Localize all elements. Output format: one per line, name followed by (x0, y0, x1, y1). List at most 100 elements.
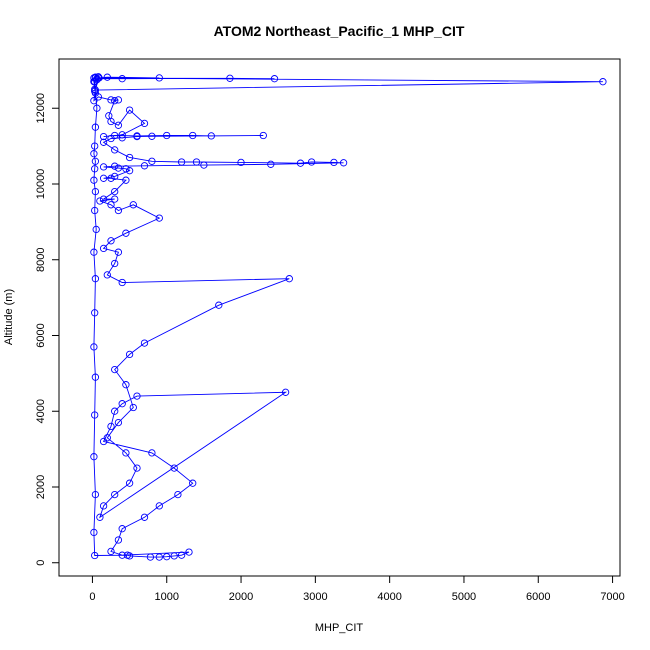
data-point (94, 74, 103, 82)
data-point (118, 551, 126, 559)
data-point (107, 201, 115, 209)
data-point (91, 411, 99, 419)
data-point (99, 195, 108, 203)
data-point (125, 153, 134, 162)
x-axis: 0 1000 2000 3000 4000 5000 6000 7000 (89, 575, 625, 603)
data-point (91, 86, 100, 94)
data-point (103, 73, 111, 81)
data-point (155, 553, 163, 561)
data-point (111, 365, 119, 374)
y-tick-label: 12000 (35, 93, 47, 124)
data-point (91, 74, 100, 82)
data-point (140, 513, 149, 521)
data-point (148, 132, 156, 140)
y-tick-label: 2000 (35, 475, 47, 499)
y-axis: 0 2000 4000 6000 8000 10000 12000 (35, 93, 60, 566)
data-point (118, 131, 126, 139)
data-point (99, 174, 108, 182)
data-point (207, 132, 215, 140)
data-point (111, 259, 119, 268)
data-point (148, 157, 156, 165)
data-point (91, 490, 100, 499)
data-point (237, 158, 245, 167)
data-point (133, 132, 141, 141)
data-point (90, 97, 98, 105)
data-point (114, 164, 123, 172)
data-point (103, 271, 111, 279)
data-point (281, 388, 290, 396)
data-point (170, 552, 178, 560)
data-point (91, 187, 100, 196)
data-point (122, 229, 130, 237)
data-point (185, 548, 193, 556)
data-point (125, 106, 134, 114)
data-point (170, 464, 178, 472)
data-point (91, 85, 99, 93)
data-point (177, 158, 186, 166)
data-point (122, 449, 130, 457)
data-point (155, 74, 163, 82)
data-point (155, 214, 163, 222)
data-point (91, 309, 99, 317)
data-point (163, 131, 171, 140)
y-tick-label: 4000 (35, 399, 47, 423)
data-point (599, 78, 607, 86)
data-point (285, 275, 293, 283)
data-point (90, 453, 98, 461)
data-point (91, 142, 99, 150)
data-point (107, 547, 115, 556)
y-axis-label: Altitude (m) (3, 289, 15, 345)
data-point (339, 159, 348, 167)
x-tick-label: 0 (89, 591, 95, 603)
data-point (122, 176, 130, 184)
data-point (123, 551, 132, 559)
data-point (91, 373, 100, 381)
data-point (122, 381, 130, 389)
x-tick-label: 2000 (229, 591, 253, 603)
data-point (174, 490, 182, 499)
x-axis-label: MHP_CIT (315, 622, 364, 634)
data-point (107, 117, 115, 126)
data-point (215, 301, 223, 309)
data-point (125, 479, 134, 487)
data-point (118, 75, 126, 83)
data-point (99, 502, 108, 510)
data-point (140, 119, 149, 128)
data-point (92, 225, 100, 234)
y-tick-label: 6000 (35, 323, 47, 347)
data-point (107, 134, 115, 143)
data-point (111, 490, 119, 499)
data-point (93, 104, 101, 112)
data-point (90, 343, 98, 351)
data-point (90, 150, 98, 158)
x-tick-label: 6000 (526, 591, 550, 603)
data-point (133, 392, 141, 400)
data-point (118, 134, 126, 142)
data-point (91, 89, 100, 97)
data-point (330, 158, 338, 167)
data-point (111, 195, 119, 203)
data-point (91, 157, 100, 165)
data-point (91, 275, 100, 283)
data-point (189, 131, 197, 140)
data-point (192, 158, 201, 166)
data-point (90, 528, 98, 537)
x-tick-label: 3000 (303, 591, 327, 603)
data-point (99, 163, 108, 171)
data-point (91, 123, 100, 131)
data-point (90, 248, 98, 256)
data-point (91, 551, 99, 560)
data-point (200, 161, 208, 169)
data-point (267, 160, 275, 168)
x-tick-label: 7000 (600, 591, 624, 603)
series-line-0 (92, 76, 603, 558)
data-point (226, 74, 234, 82)
y-tick-label: 8000 (35, 247, 47, 271)
data-point (96, 197, 104, 205)
data-point (140, 162, 149, 170)
data-point (148, 449, 156, 457)
data-point (129, 403, 137, 412)
data-point (118, 400, 126, 408)
data-point (114, 121, 123, 129)
data-point (259, 131, 267, 140)
